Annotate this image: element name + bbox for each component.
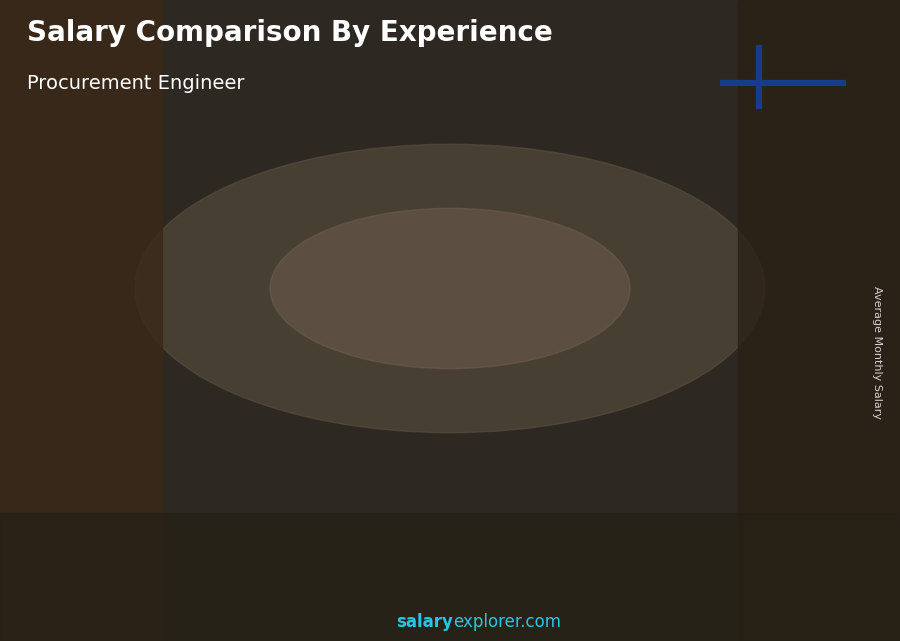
Text: 5,200 EUR: 5,200 EUR — [559, 229, 639, 244]
Bar — [533, 275, 536, 558]
Bar — [161, 424, 166, 558]
Text: 3,020 EUR: 3,020 EUR — [172, 357, 252, 371]
Text: 2,280 EUR: 2,280 EUR — [43, 401, 123, 415]
Text: explorer.com: explorer.com — [453, 613, 561, 631]
Text: +7%: +7% — [655, 171, 704, 190]
Bar — [738, 0, 900, 641]
Bar — [656, 253, 661, 558]
Ellipse shape — [270, 208, 630, 369]
Bar — [86, 424, 160, 558]
Polygon shape — [580, 251, 656, 253]
Bar — [285, 381, 289, 558]
Text: Average Monthly Salary: Average Monthly Salary — [872, 286, 883, 419]
Text: +32%: +32% — [153, 328, 216, 347]
Bar — [704, 231, 778, 558]
Text: +19%: +19% — [400, 219, 464, 238]
Bar — [209, 381, 284, 558]
Ellipse shape — [135, 144, 765, 433]
Bar — [0, 513, 900, 641]
Polygon shape — [704, 229, 780, 231]
Text: 5,580 EUR: 5,580 EUR — [707, 207, 788, 221]
Bar — [780, 231, 784, 558]
Polygon shape — [86, 422, 161, 424]
Text: 4,820 EUR: 4,820 EUR — [435, 252, 516, 266]
Bar — [0, 0, 162, 641]
Text: 4,040 EUR: 4,040 EUR — [295, 297, 375, 312]
Text: +34%: +34% — [276, 266, 340, 285]
Text: Procurement Engineer: Procurement Engineer — [27, 74, 245, 93]
Text: salary: salary — [396, 613, 453, 631]
Bar — [580, 253, 655, 558]
Text: Salary Comparison By Experience: Salary Comparison By Experience — [27, 19, 553, 47]
Bar — [456, 275, 531, 558]
Polygon shape — [456, 274, 533, 275]
Text: +8%: +8% — [531, 195, 580, 213]
Polygon shape — [333, 319, 409, 321]
Bar — [409, 321, 413, 558]
Bar — [333, 321, 407, 558]
Polygon shape — [209, 379, 285, 381]
